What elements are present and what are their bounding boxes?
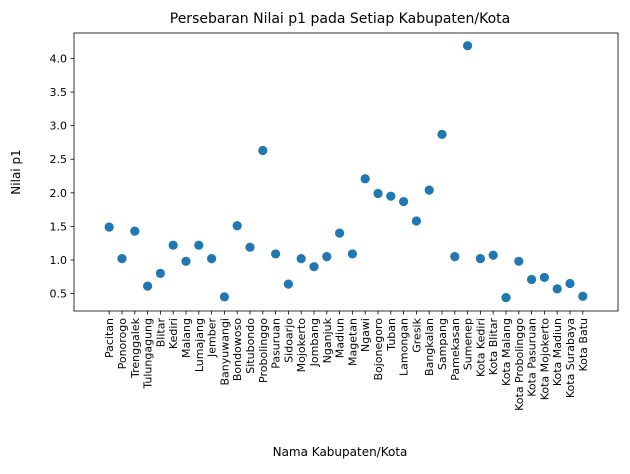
data-point: [373, 188, 383, 199]
x-tick-label: Situbondo: [244, 318, 257, 374]
data-point: [181, 256, 191, 266]
data-point: [207, 254, 217, 264]
data-point: [411, 216, 421, 226]
data-point: [309, 262, 319, 272]
x-tick-label: Mojokerto: [295, 318, 308, 373]
data-point: [130, 226, 140, 236]
data-point: [143, 281, 153, 291]
y-tick-label: 4.0: [50, 53, 68, 66]
x-tick-label: Kota Batu: [577, 318, 590, 372]
x-tick-label: Pacitan: [103, 318, 116, 358]
x-tick-label: Kota Probolinggo: [513, 318, 526, 411]
x-tick-label: Bangkalan: [423, 318, 436, 376]
y-tick-label: 1.0: [50, 254, 68, 267]
x-tick-label: Pamekasan: [449, 318, 462, 381]
data-point: [539, 272, 550, 283]
data-point: [386, 191, 396, 201]
x-tick-label: Bondowoso: [231, 318, 244, 381]
data-point: [117, 254, 127, 264]
data-point: [488, 250, 498, 260]
x-tick-label: Jombang: [308, 318, 321, 367]
y-tick-label: 2.5: [50, 153, 68, 166]
x-tick-label: Nganjuk: [321, 317, 334, 363]
x-tick-label: Banyuwangi: [218, 318, 231, 386]
x-axis-label: Nama Kabupaten/Kota: [273, 445, 408, 459]
data-point: [271, 249, 281, 259]
y-tick-label: 1.5: [50, 220, 68, 233]
x-tick-label: Lamongan: [398, 318, 411, 376]
x-tick-label: Blitar: [154, 318, 167, 348]
y-tick-label: 3.0: [50, 120, 68, 133]
x-tick-label: Kediri: [167, 318, 180, 349]
x-tick-label: Magetan: [346, 318, 359, 366]
x-tick-label: Kota Madiun: [551, 318, 564, 386]
x-tick-label: Madiun: [334, 318, 347, 358]
x-tick-label: Gresik: [410, 317, 423, 352]
data-point: [565, 278, 575, 289]
x-tick-label: Jember: [206, 318, 219, 358]
x-tick-label: Kota Mojokerto: [538, 318, 551, 401]
x-tick-label: Ngawi: [359, 318, 372, 352]
data-point: [155, 268, 165, 278]
data-point: [347, 249, 357, 259]
data-point: [258, 145, 268, 156]
data-point: [450, 252, 460, 262]
plot-frame: [73, 32, 619, 312]
data-point: [552, 284, 562, 294]
data-point: [322, 252, 332, 262]
x-tick-label: Kota Surabaya: [564, 318, 577, 398]
x-tick-label: Tuban: [385, 318, 398, 352]
data-point: [424, 185, 434, 195]
data-point: [527, 274, 537, 285]
data-point: [360, 174, 370, 184]
y-tick-label: 0.5: [50, 288, 68, 301]
x-tick-label: Kota Malang: [500, 318, 513, 386]
x-tick-label: Tulungagung: [142, 318, 155, 390]
x-tick-label: Kota Pasuruan: [526, 318, 539, 397]
x-tick-label: Ponorogo: [116, 318, 129, 370]
y-tick-label: 3.5: [50, 86, 68, 99]
data-point: [475, 254, 485, 264]
data-point: [219, 292, 229, 302]
data-point: [335, 228, 345, 238]
chart-title: Persebaran Nilai p1 pada Setiap Kabupate…: [170, 11, 510, 27]
y-axis-label: Nilai p1: [9, 149, 23, 194]
data-point: [232, 221, 242, 231]
data-point: [168, 240, 178, 250]
x-tick-label: Pasuruan: [270, 318, 283, 369]
data-point: [501, 292, 511, 303]
x-tick-label: Malang: [180, 318, 193, 358]
x-tick-label: Sumenep: [462, 318, 475, 370]
data-point: [514, 256, 524, 266]
data-point: [399, 196, 409, 207]
data-point: [283, 279, 293, 289]
x-tick-label: Sampang: [436, 318, 449, 370]
data-point: [437, 129, 447, 139]
x-tick-label: Lumajang: [193, 318, 206, 372]
y-tick-label: 2.0: [50, 187, 68, 200]
data-point: [463, 41, 473, 51]
x-tick-label: Bojonegoro: [372, 318, 385, 381]
data-point: [578, 291, 588, 301]
data-point: [194, 240, 204, 250]
data-point: [104, 222, 114, 232]
x-tick-label: Probolinggo: [257, 318, 270, 383]
x-tick-label: Sidoarjo: [282, 318, 295, 363]
x-tick-label: Kota Blitar: [487, 318, 500, 376]
x-tick-label: Kota Kediri: [474, 318, 487, 377]
data-point: [296, 254, 306, 264]
data-point: [245, 242, 255, 252]
x-tick-label: Trenggalek: [129, 317, 142, 379]
